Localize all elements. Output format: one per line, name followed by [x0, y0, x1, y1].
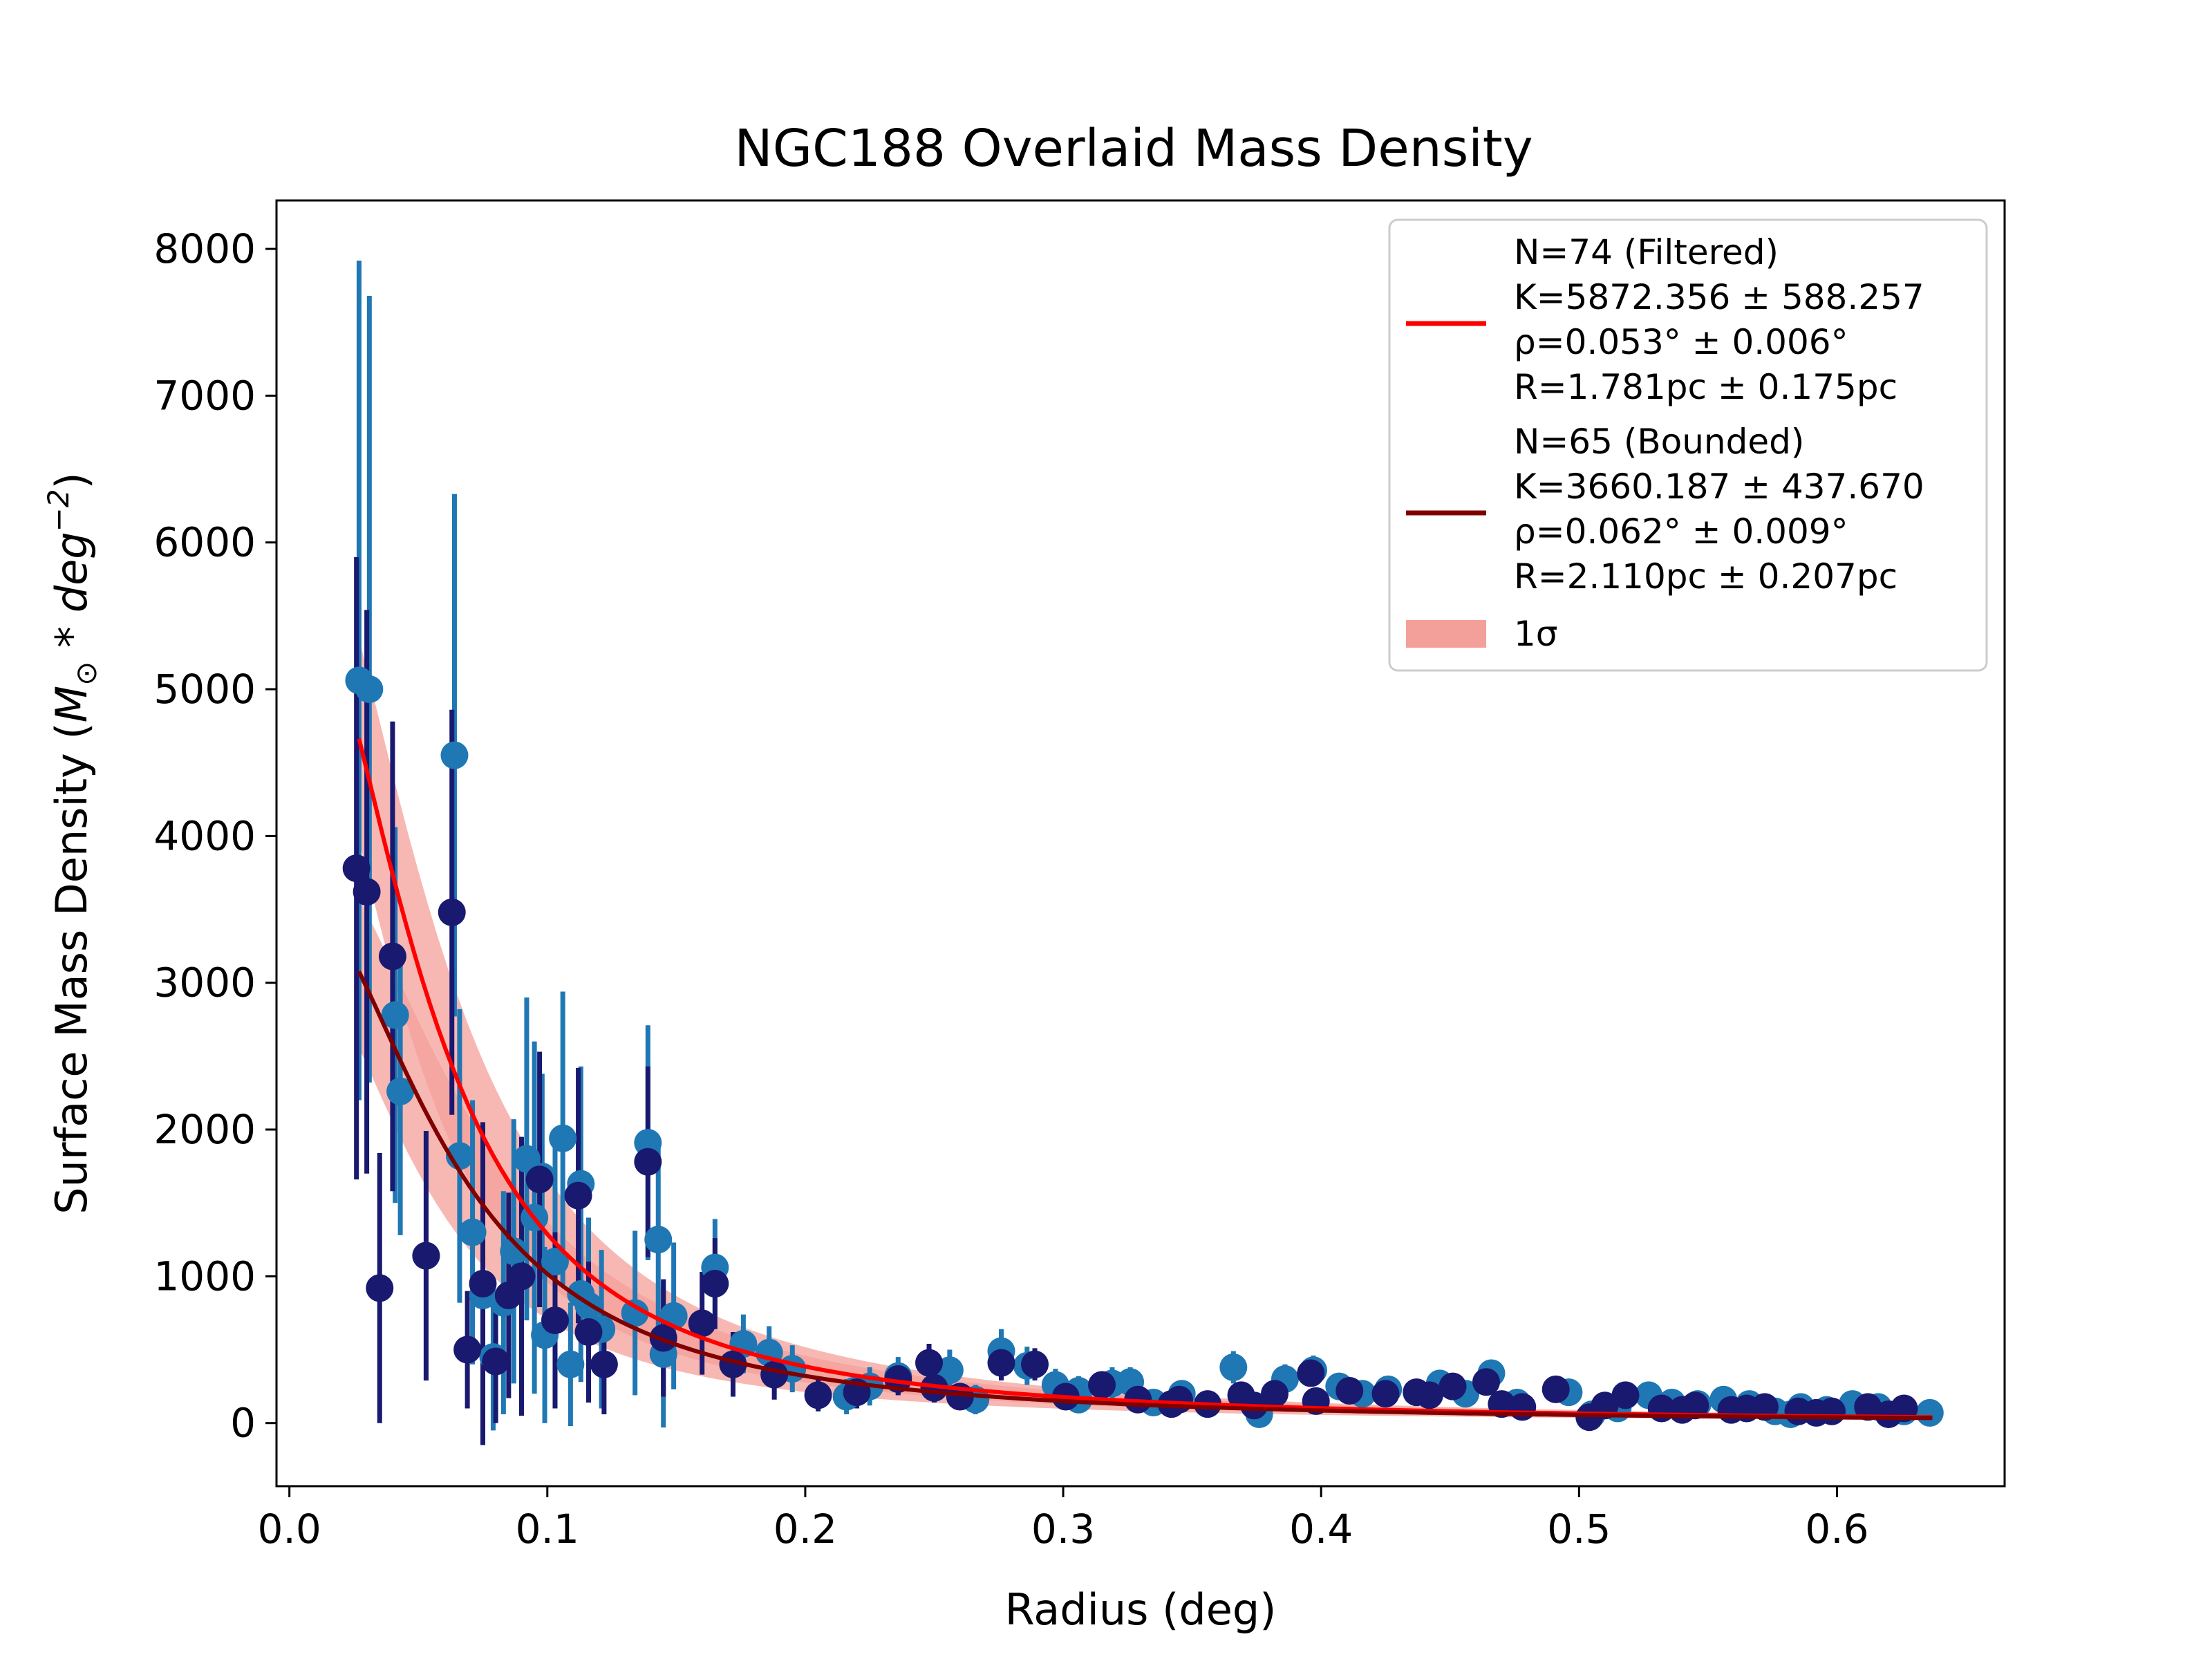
data-point: [1668, 1396, 1696, 1424]
data-point: [412, 1241, 440, 1270]
x-tick-label: 0.4: [1289, 1506, 1353, 1553]
y-tick-label: 5000: [153, 666, 256, 713]
x-tick-label: 0.5: [1547, 1506, 1611, 1553]
y-tick-label: 4000: [153, 812, 256, 859]
y-tick-label: 7000: [153, 372, 256, 419]
data-point: [1915, 1398, 1944, 1427]
legend-filtered-r: R=1.781pc ± 0.175pc: [1514, 367, 1897, 407]
data-point: [1021, 1350, 1049, 1378]
data-point: [482, 1347, 510, 1376]
data-point: [574, 1318, 603, 1347]
y-tick-label: 6000: [153, 519, 256, 566]
data-point: [440, 741, 469, 769]
y-axis-title-suffix: ): [46, 472, 97, 489]
y-axis-title-deg: deg: [46, 532, 97, 612]
data-point: [804, 1381, 832, 1409]
data-point: [353, 878, 381, 906]
y-tick-label: 3000: [153, 959, 256, 1006]
legend-bounded-r: R=2.110pc ± 0.207pc: [1514, 556, 1897, 597]
fit-curves: [357, 738, 1933, 1421]
data-point: [355, 675, 384, 704]
data-point: [1335, 1376, 1364, 1405]
legend-bounded-rho: ρ=0.062° ± 0.009°: [1514, 512, 1848, 552]
data-point: [500, 1237, 528, 1266]
legend-sigma-band-swatch: [1406, 620, 1486, 648]
y-axis-title: Surface Mass Density (M⊙ * deg−2): [41, 472, 103, 1214]
y-axis-ticks: 0 1000 2000 3000 4000 5000 6000 7000 8000: [153, 225, 276, 1447]
x-tick-label: 0.3: [1031, 1506, 1095, 1553]
y-axis-title-exponent: −2: [41, 489, 75, 532]
y-tick-label: 1000: [153, 1253, 256, 1300]
data-point: [987, 1349, 1015, 1377]
data-point: [1472, 1368, 1500, 1396]
data-point: [1088, 1371, 1116, 1399]
data-point: [378, 942, 406, 971]
data-point: [366, 1274, 394, 1302]
x-tick-label: 0.6: [1805, 1506, 1868, 1553]
x-axis-ticks: 0.0 0.1 0.2 0.3 0.4 0.5 0.6: [258, 1486, 1869, 1553]
legend-filtered-k: K=5872.356 ± 588.257: [1514, 277, 1924, 317]
data-point: [1261, 1380, 1289, 1408]
y-tick-label: 8000: [153, 225, 256, 272]
data-point: [458, 1218, 487, 1246]
data-point: [1371, 1380, 1400, 1408]
data-point: [644, 1226, 673, 1254]
data-point: [701, 1269, 729, 1297]
y-axis-title-m: M: [46, 686, 97, 723]
data-point: [1802, 1398, 1830, 1427]
data-point: [1611, 1381, 1640, 1409]
data-point: [1415, 1381, 1443, 1409]
x-tick-label: 0.2: [774, 1506, 837, 1553]
data-point: [760, 1360, 789, 1389]
data-point: [525, 1165, 554, 1194]
data-point: [1219, 1353, 1248, 1382]
legend: N=74 (Filtered) K=5872.356 ± 588.257 ρ=0…: [1388, 218, 1988, 672]
chart-title: NGC188 Overlaid Mass Density: [734, 119, 1533, 178]
x-axis-title: Radius (deg): [1005, 1584, 1277, 1635]
y-axis-title-sun-symbol: ⊙: [69, 662, 103, 686]
data-point: [556, 1350, 585, 1378]
data-point: [621, 1299, 649, 1327]
data-point: [507, 1262, 536, 1291]
fit-curve: [357, 971, 1933, 1421]
data-point: [1438, 1372, 1467, 1400]
legend-bounded-n: N=65 (Bounded): [1514, 422, 1804, 462]
data-point: [1297, 1359, 1325, 1387]
legend-filtered-n: N=74 (Filtered): [1514, 232, 1779, 272]
data-point: [438, 898, 466, 926]
data-point: [590, 1350, 618, 1378]
data-point: [1541, 1375, 1570, 1403]
data-point: [381, 1001, 409, 1029]
data-point: [1875, 1400, 1903, 1428]
data-point: [541, 1306, 569, 1335]
data-point: [386, 1077, 415, 1105]
data-point: [688, 1309, 716, 1338]
data-point: [469, 1269, 497, 1297]
legend-filtered-rho: ρ=0.053° ± 0.006°: [1514, 322, 1848, 362]
data-point: [634, 1147, 662, 1176]
data-point: [915, 1349, 944, 1377]
data-point: [549, 1124, 577, 1152]
legend-bounded-k: K=3660.187 ± 437.670: [1514, 467, 1924, 507]
x-tick-label: 0.0: [258, 1506, 321, 1553]
y-tick-label: 0: [230, 1400, 256, 1447]
data-point: [564, 1181, 592, 1210]
data-point: [541, 1248, 569, 1276]
legend-sigma: 1σ: [1514, 614, 1558, 654]
data-point: [453, 1335, 482, 1364]
data-point: [342, 854, 371, 883]
y-tick-label: 2000: [153, 1106, 256, 1153]
y-axis-title-prefix: Surface Mass Density (: [46, 722, 97, 1214]
y-axis-title-operator: *: [46, 612, 97, 661]
plot-frame: [275, 199, 2006, 1488]
data-point: [634, 1129, 662, 1157]
x-tick-label: 0.1: [516, 1506, 579, 1553]
legend-box: [1388, 218, 1988, 672]
